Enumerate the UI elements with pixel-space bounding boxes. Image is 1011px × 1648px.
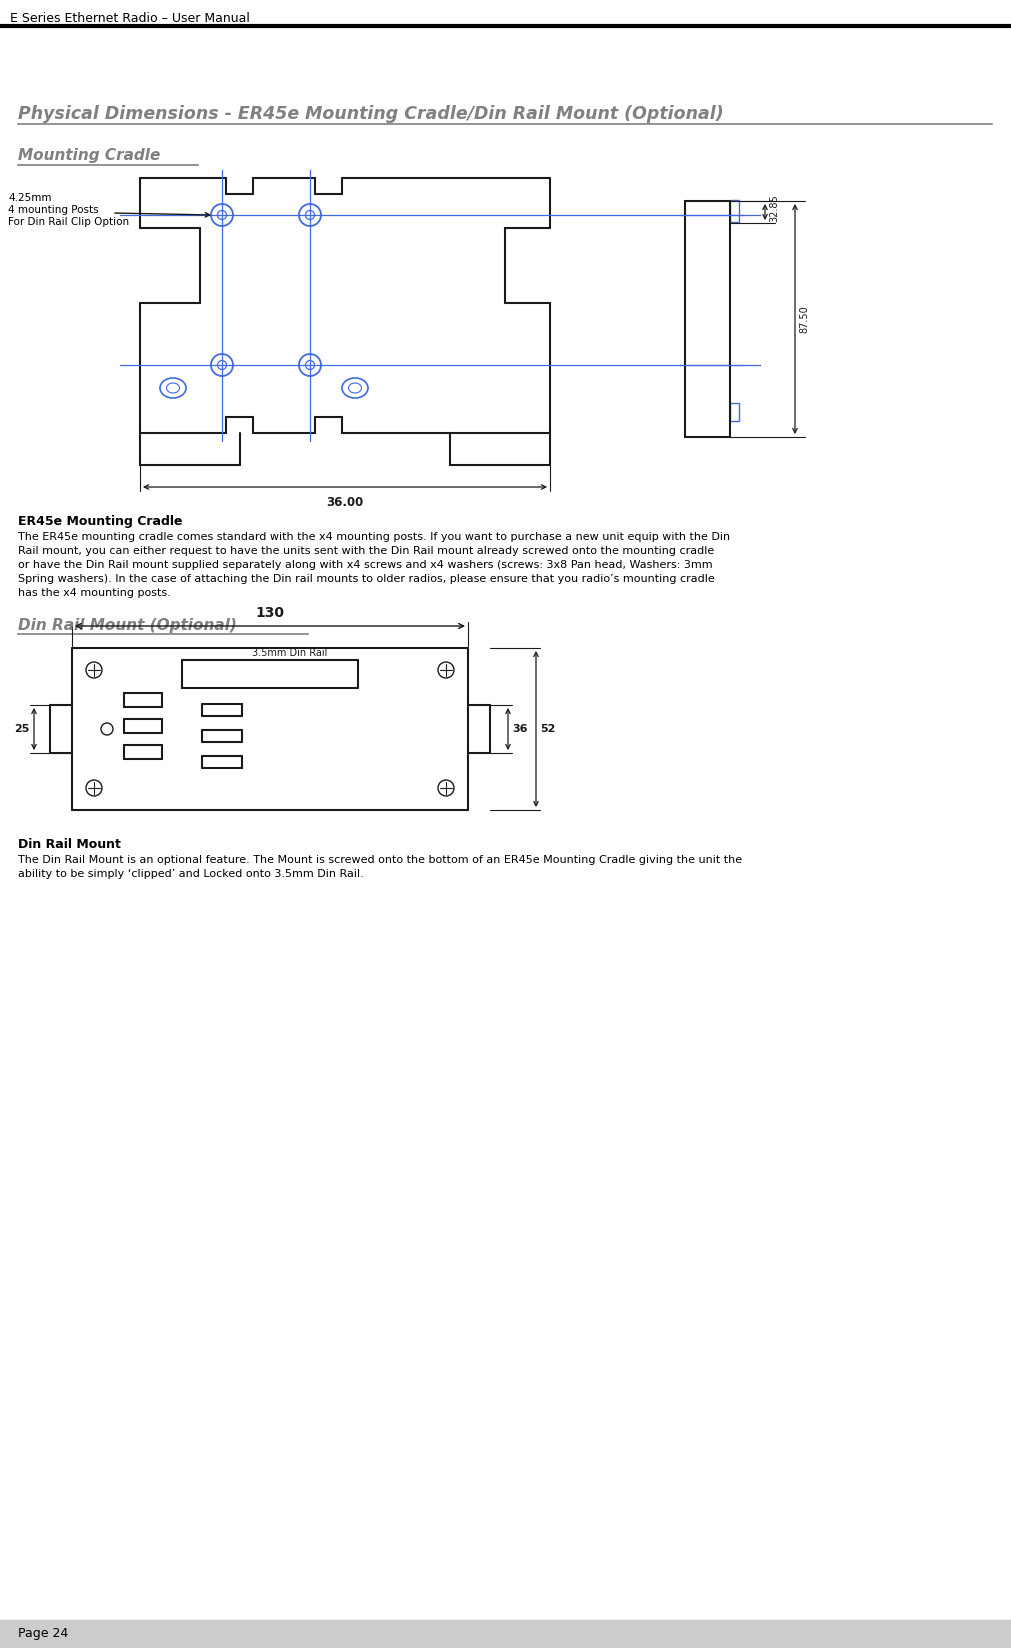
Text: The ER45e mounting cradle comes standard with the x4 mounting posts. If you want: The ER45e mounting cradle comes standard… [18, 532, 729, 542]
Text: 25: 25 [14, 723, 30, 733]
Text: Physical Dimensions - ER45e Mounting Cradle/Din Rail Mount (Optional): Physical Dimensions - ER45e Mounting Cra… [18, 105, 723, 124]
Text: 36.00: 36.00 [327, 496, 363, 509]
Text: has the x4 mounting posts.: has the x4 mounting posts. [18, 588, 171, 598]
Text: 52: 52 [540, 723, 555, 733]
Text: The Din Rail Mount is an optional feature. The Mount is screwed onto the bottom : The Din Rail Mount is an optional featur… [18, 855, 741, 865]
Text: ER45e Mounting Cradle: ER45e Mounting Cradle [18, 516, 182, 527]
Text: 87.50: 87.50 [799, 305, 808, 333]
Text: ability to be simply ‘clipped’ and Locked onto 3.5mm Din Rail.: ability to be simply ‘clipped’ and Locke… [18, 868, 363, 878]
Text: or have the Din Rail mount supplied separately along with x4 screws and x4 washe: or have the Din Rail mount supplied sepa… [18, 560, 712, 570]
Text: E Series Ethernet Radio – User Manual: E Series Ethernet Radio – User Manual [10, 12, 250, 25]
Text: Spring washers). In the case of attaching the Din rail mounts to older radios, p: Spring washers). In the case of attachin… [18, 574, 714, 583]
Bar [729, 199, 738, 222]
Text: Mounting Cradle: Mounting Cradle [18, 148, 160, 163]
Text: Din Rail Mount (Optional): Din Rail Mount (Optional) [18, 618, 237, 633]
Text: 130: 130 [255, 606, 284, 620]
Text: For Din Rail Clip Option: For Din Rail Clip Option [8, 218, 129, 227]
Text: 4.25mm: 4.25mm [8, 193, 52, 203]
Text: 3.5mm Din Rail: 3.5mm Din Rail [252, 648, 328, 658]
Text: 4 mounting Posts: 4 mounting Posts [8, 204, 98, 214]
Text: Page 24: Page 24 [18, 1628, 68, 1640]
Bar [729, 404, 738, 420]
Text: Rail mount, you can either request to have the units sent with the Din Rail moun: Rail mount, you can either request to ha… [18, 545, 714, 555]
Text: Din Rail Mount: Din Rail Mount [18, 837, 120, 850]
Bar [0, 1620, 1011, 1648]
Text: 36: 36 [512, 723, 527, 733]
Text: 32.85: 32.85 [768, 194, 778, 222]
